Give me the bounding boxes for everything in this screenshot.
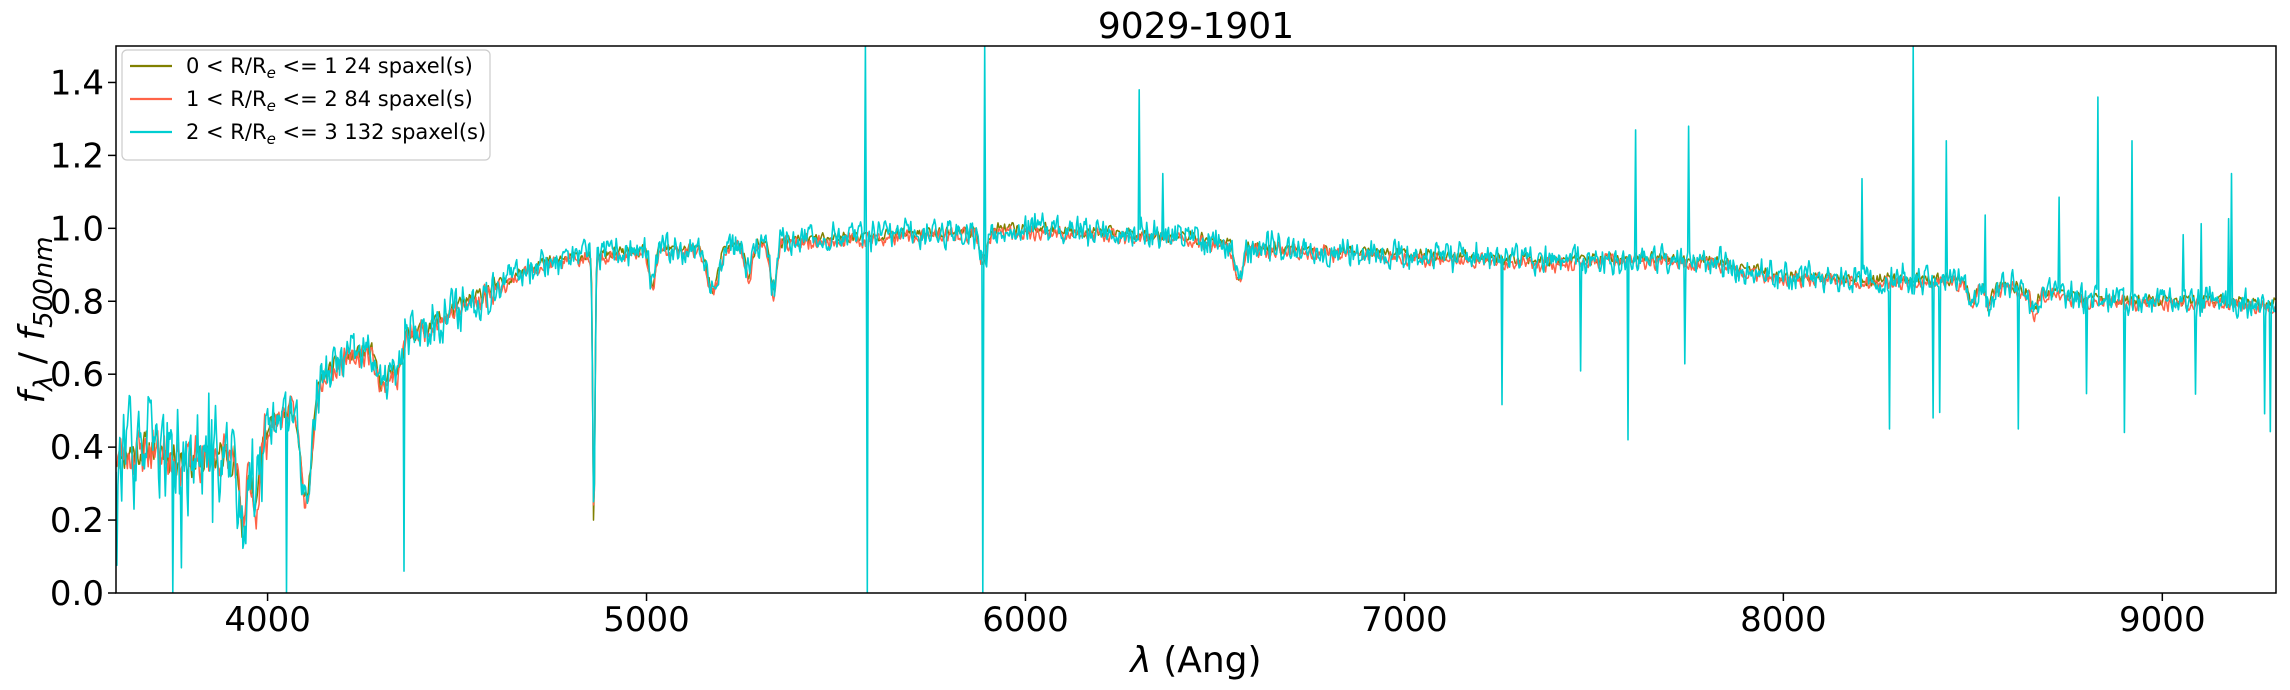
series-line-1	[116, 225, 2276, 530]
legend-label-main: 0 < R/R	[186, 54, 267, 78]
y-tick-label: 1.4	[50, 63, 104, 103]
legend-label-main: 1 < R/R	[186, 87, 267, 111]
legend: 0 < R/Re <= 1 24 spaxel(s)1 < R/Re <= 2 …	[121, 49, 491, 161]
x-tick-label: 5000	[603, 600, 690, 640]
y-tick-label: 0.2	[50, 501, 104, 541]
y-tick-label: 0.4	[50, 428, 104, 468]
y-axis-ticks: 0.0 0.2 0.4 0.6 0.8 1.0 1.2 1.4	[50, 63, 116, 614]
y-tick-label: 0.6	[50, 355, 104, 395]
x-axis-ticks: 4000 5000 6000 7000 8000 9000	[224, 593, 2206, 640]
chart-title: 9029-1901	[1098, 6, 1294, 47]
series-layer	[116, 46, 2276, 593]
y-axis-f-sub: λ	[29, 376, 59, 393]
y-tick-label: 0.8	[50, 282, 104, 322]
legend-entry: 0 < R/Re <= 1 24 spaxel(s)	[186, 54, 473, 82]
x-tick-label: 6000	[982, 600, 1069, 640]
legend-entry: 1 < R/Re <= 2 84 spaxel(s)	[186, 87, 473, 115]
x-tick-label: 8000	[1740, 600, 1827, 640]
x-tick-label: 9000	[2119, 600, 2206, 640]
y-tick-label: 0.0	[50, 574, 104, 614]
x-tick-label: 7000	[1361, 600, 1448, 640]
y-axis-norm-sub: 500nm	[29, 236, 59, 327]
legend-label-sub: e	[267, 97, 276, 115]
y-axis-label: fλ / f500nm	[12, 236, 59, 403]
series-line-0	[116, 221, 2276, 538]
y-axis-sep: /	[12, 341, 53, 376]
legend-label-sub: e	[267, 130, 276, 148]
y-tick-label: 1.0	[50, 209, 104, 249]
x-axis-label: λ (Ang)	[1128, 640, 1261, 681]
legend-label-rest: <= 1 24 spaxel(s)	[276, 54, 473, 78]
legend-label-main: 2 < R/R	[186, 120, 267, 144]
legend-label-rest: <= 3 132 spaxel(s)	[276, 120, 486, 144]
x-axis-unit: (Ang)	[1163, 640, 1261, 681]
x-axis-symbol: λ	[1128, 640, 1151, 681]
plot-frame	[115, 45, 2277, 594]
legend-frame	[121, 49, 491, 161]
y-tick-label: 1.2	[50, 136, 104, 176]
legend-entry: 2 < R/Re <= 3 132 spaxel(s)	[186, 120, 486, 148]
legend-label-rest: <= 2 84 spaxel(s)	[276, 87, 473, 111]
legend-label-sub: e	[267, 64, 276, 82]
series-line-2	[116, 46, 2276, 593]
x-tick-label: 4000	[224, 600, 311, 640]
